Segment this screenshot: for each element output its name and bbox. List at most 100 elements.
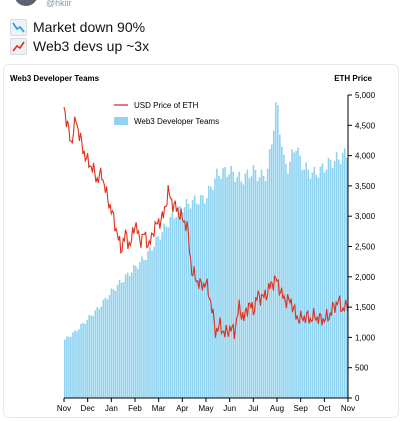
bar-series — [64, 102, 348, 398]
bar — [206, 198, 208, 398]
y-tick-label: 3,500 — [355, 182, 376, 191]
bar — [106, 299, 109, 398]
bar — [122, 282, 125, 398]
bar — [266, 168, 269, 398]
bar — [279, 134, 281, 398]
bar — [149, 247, 151, 398]
bar — [64, 339, 66, 398]
bar — [214, 178, 216, 398]
bar — [250, 176, 253, 398]
bar — [246, 169, 249, 398]
bar — [242, 184, 245, 398]
bar — [218, 176, 220, 398]
bar — [254, 170, 257, 398]
bar — [291, 149, 293, 398]
legend: USD Price of ETH Web3 Developer Teams — [114, 101, 219, 126]
y-tick-label: 1,500 — [355, 303, 376, 312]
bar — [84, 323, 86, 398]
bar — [232, 171, 234, 398]
bar — [179, 206, 182, 398]
bar — [163, 223, 166, 398]
bar — [153, 246, 155, 398]
bar — [155, 236, 157, 398]
chart-card[interactable]: Web3 Developer Teams ETH Price 0 500 1,000… — [3, 64, 399, 418]
bar — [169, 216, 172, 398]
bar — [80, 323, 82, 398]
y-tick-label: 4,000 — [355, 152, 376, 161]
bar — [339, 164, 342, 398]
y-tick-label: 2,500 — [355, 243, 376, 252]
bar — [181, 212, 184, 398]
bar — [132, 265, 135, 398]
tweet-header: @hkiir Market down 90% Web3 devs up ~3x — [0, 0, 400, 62]
bar — [100, 306, 103, 398]
legend-label-eth: USD Price of ETH — [134, 101, 199, 110]
x-tick-label: May — [198, 404, 213, 413]
bar — [323, 172, 326, 398]
bar — [220, 178, 222, 398]
bar — [270, 144, 273, 398]
bar — [189, 208, 192, 398]
bar — [191, 200, 194, 398]
bar — [301, 169, 303, 398]
bar — [88, 315, 90, 398]
bar — [102, 299, 105, 398]
x-tick-label: Feb — [128, 404, 142, 413]
bar — [228, 174, 230, 398]
bar — [126, 272, 129, 398]
bar — [230, 165, 232, 398]
bar — [70, 336, 72, 398]
bar — [287, 173, 289, 398]
bar — [96, 306, 99, 398]
tweet-line-1: Market down 90% — [10, 19, 145, 36]
bar — [256, 180, 259, 398]
bar — [272, 130, 275, 398]
bar — [311, 172, 314, 398]
bar — [72, 332, 74, 398]
bar — [325, 169, 328, 398]
y-axis-ticks: 0 500 1,000 1,500 2,000 2,500 3,000 3,500 4,000 4… — [348, 91, 376, 403]
bar — [289, 161, 291, 398]
bar — [112, 289, 115, 398]
bar — [151, 250, 153, 398]
bar — [161, 232, 163, 398]
bar — [139, 262, 141, 398]
bar — [297, 147, 299, 398]
legend-bar-swatch — [114, 117, 128, 125]
x-tick-label: Nov — [341, 404, 355, 413]
bar — [305, 162, 308, 398]
x-tick-label: Aug — [270, 404, 284, 413]
bar — [258, 177, 261, 398]
bar — [208, 185, 210, 398]
bar — [240, 181, 243, 398]
user-handle[interactable]: @hkiir — [46, 0, 72, 8]
bar — [76, 331, 78, 398]
bar — [309, 178, 312, 398]
bar — [319, 166, 322, 398]
chart-decreasing-icon — [10, 19, 27, 36]
y-tick-label: 500 — [355, 364, 369, 373]
bar — [234, 181, 237, 398]
bar — [307, 169, 310, 398]
bar — [222, 168, 224, 398]
bar — [285, 163, 287, 398]
bar — [281, 146, 283, 398]
bar — [104, 297, 107, 398]
bar — [159, 239, 161, 398]
bar — [94, 310, 97, 398]
chart-increasing-icon — [10, 38, 27, 55]
bar — [82, 322, 84, 398]
bar — [295, 151, 297, 398]
x-axis-ticks: Nov Dec Jan Feb Mar Apr May Jun Jul Aug Sep Oct Nov — [57, 398, 355, 413]
bar — [171, 212, 174, 398]
bar — [165, 226, 168, 398]
left-title: Web3 Developer Teams — [10, 74, 100, 83]
bar — [98, 308, 101, 398]
bar — [157, 236, 159, 398]
bar — [317, 177, 320, 398]
bar — [187, 203, 190, 398]
bar — [145, 260, 147, 398]
bar — [203, 203, 206, 398]
x-tick-label: Sep — [294, 404, 309, 413]
avatar[interactable] — [14, 0, 38, 6]
